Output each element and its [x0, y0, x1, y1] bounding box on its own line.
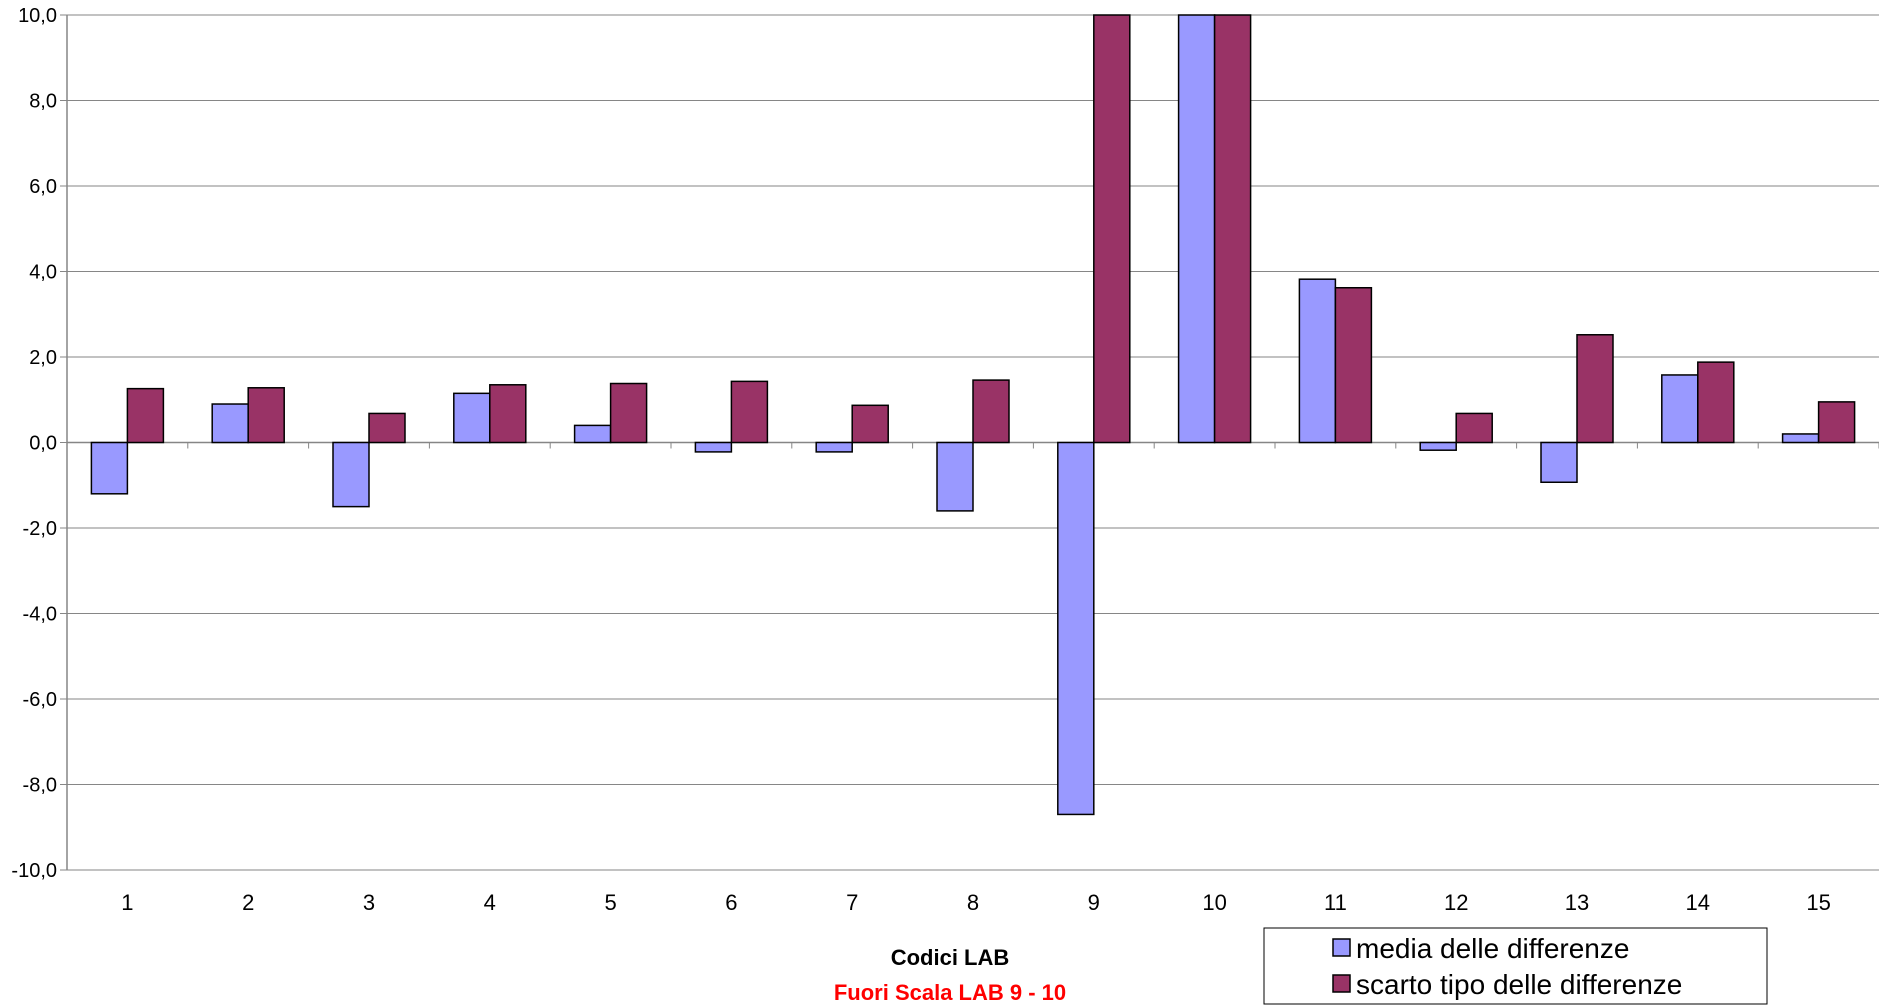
bar-media-15 [1781, 433, 1820, 444]
x-tick-label: 1 [121, 890, 133, 915]
y-tick-label: 0,0 [29, 433, 57, 455]
legend-swatch-scarto [1332, 974, 1351, 993]
bars [90, 14, 1856, 816]
bar-media-5 [573, 424, 612, 444]
bar-scarto-5 [609, 382, 648, 444]
y-tick-label: -10,0 [11, 860, 57, 882]
bar-media-1 [90, 441, 129, 495]
x-tick-label: 12 [1444, 890, 1468, 915]
x-tick-label: 10 [1202, 890, 1226, 915]
y-tick-label: 6,0 [29, 176, 57, 198]
legend-label-scarto: scarto tipo delle differenze [1356, 969, 1682, 1000]
x-tick-label: 11 [1324, 890, 1347, 915]
bar-scarto-2 [247, 387, 285, 444]
bar-media-4 [453, 392, 491, 444]
bar-media-11 [1298, 278, 1337, 444]
x-tick-label: 15 [1806, 890, 1830, 915]
bar-scarto-6 [730, 380, 769, 444]
x-tick-label: 9 [1088, 890, 1100, 915]
bar-media-8 [936, 441, 974, 512]
bar-scarto-3 [368, 412, 406, 444]
x-tick-label: 3 [363, 890, 375, 915]
x-tick-label: 2 [242, 890, 254, 915]
bar-scarto-8 [972, 379, 1010, 444]
bar-scarto-12 [1455, 412, 1493, 444]
bar-media-13 [1540, 441, 1578, 484]
bar-scarto-11 [1334, 286, 1373, 444]
x-tick-label: 13 [1565, 890, 1589, 915]
bar-scarto-13 [1576, 334, 1614, 444]
bar-scarto-7 [851, 404, 889, 444]
bar-scarto-15 [1817, 401, 1856, 444]
bar-media-10 [1177, 14, 1216, 444]
y-tick-label: 8,0 [29, 91, 57, 113]
bar-scarto-1 [126, 387, 165, 444]
x-tick-label: 5 [604, 890, 616, 915]
bar-media-12 [1419, 441, 1457, 451]
bar-scarto-9 [1093, 14, 1131, 444]
y-tick-label: 4,0 [29, 262, 57, 284]
x-axis-label: Codici LAB [891, 945, 1010, 970]
bar-scarto-14 [1697, 361, 1735, 444]
legend-swatch-media [1332, 938, 1351, 957]
y-tick-label: -4,0 [23, 604, 57, 626]
x-tick-labels: 1 2 3 4 5 6 7 8 9 10 11 12 13 14 15 [121, 890, 1831, 915]
bar-media-14 [1661, 374, 1699, 444]
bar-media-2 [211, 403, 249, 444]
legend: media delle differenze scarto tipo delle… [1263, 927, 1768, 1005]
y-tick-labels: -10,0 -8,0 -6,0 -4,0 -2,0 0,0 2,0 4,0 6,0 8,0 10,0 [11, 5, 57, 882]
x-tick-label: 7 [846, 890, 858, 915]
y-tick-label: 2,0 [29, 347, 57, 369]
y-tick-label: -2,0 [23, 518, 57, 540]
bar-media-3 [332, 441, 370, 508]
legend-label-media: media delle differenze [1356, 933, 1629, 964]
bar-media-9 [1057, 441, 1095, 816]
bar-media-6 [694, 441, 733, 453]
out-of-scale-note: Fuori Scala LAB 9 - 10 [834, 980, 1066, 1005]
x-tick-label: 4 [484, 890, 496, 915]
bar-scarto-4 [489, 384, 527, 444]
x-tick-label: 8 [967, 890, 979, 915]
y-tick-label: 10,0 [18, 5, 57, 27]
bar-scarto-10 [1213, 14, 1252, 444]
bar-media-7 [815, 441, 853, 453]
x-tick-label: 14 [1686, 890, 1710, 915]
x-tick-label: 6 [725, 890, 737, 915]
y-tick-label: -6,0 [23, 689, 57, 711]
y-tick-label: -8,0 [23, 775, 57, 797]
